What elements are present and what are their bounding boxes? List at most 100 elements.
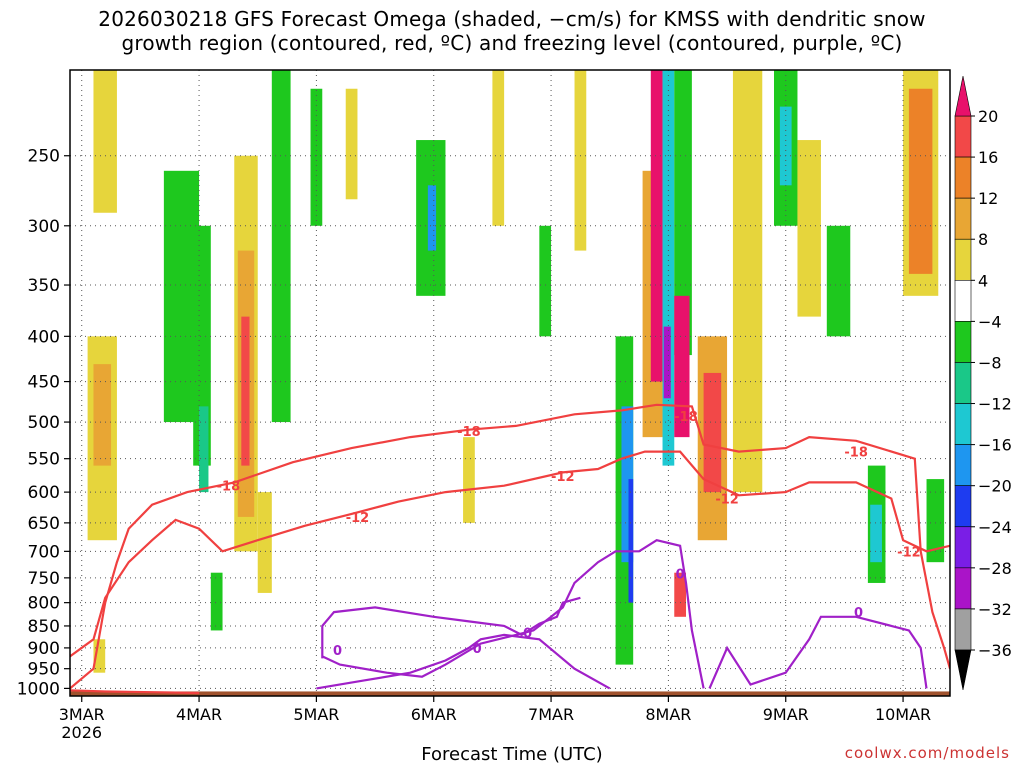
omega-patch xyxy=(674,572,686,617)
colorbar-label: −12 xyxy=(978,395,1012,414)
omega-patch xyxy=(93,639,106,673)
y-tick-label: 1000 xyxy=(17,679,60,699)
x-tick-label: 4MAR xyxy=(176,705,222,724)
contour-label: 0 xyxy=(854,606,863,621)
contour-label: 0 xyxy=(333,644,342,659)
omega-patch xyxy=(492,70,505,226)
colorbar-label: −24 xyxy=(978,518,1012,537)
contour-label: 0 xyxy=(676,568,685,583)
omega-patch xyxy=(732,70,763,493)
colorbar-bin xyxy=(954,197,972,240)
y-tick-label: 300 xyxy=(28,217,60,237)
y-tick-label: 750 xyxy=(28,569,60,589)
colorbar-label: 8 xyxy=(978,230,988,249)
omega-patch xyxy=(870,504,882,563)
freezing-level-contour xyxy=(708,615,928,689)
colorbar-bin xyxy=(954,115,972,158)
omega-patch xyxy=(926,479,945,563)
omega-patch xyxy=(193,225,211,466)
x-tick-label: 6MAR xyxy=(411,705,457,724)
y-tick-label: 850 xyxy=(28,617,60,637)
x-tick-label: 9MAR xyxy=(763,705,809,724)
y-tick-label: 650 xyxy=(28,514,60,534)
omega-patch xyxy=(674,295,690,438)
contour-label: -12 xyxy=(346,511,370,526)
y-tick-label: 550 xyxy=(28,450,60,470)
omega-patch xyxy=(210,572,223,631)
x-tick-label: 5MAR xyxy=(293,705,339,724)
omega-patch xyxy=(621,406,634,563)
colorbar-bin xyxy=(954,567,972,610)
y-tick-label: 600 xyxy=(28,483,60,503)
contour-label: -12 xyxy=(551,470,575,485)
y-tick-label: 400 xyxy=(28,327,60,347)
contour-label: -18 xyxy=(457,425,481,440)
colorbar-bin xyxy=(954,362,972,404)
x-tick-label: 8MAR xyxy=(645,705,691,724)
y-tick-label: 700 xyxy=(28,542,60,562)
contour-label: -18 xyxy=(217,480,241,495)
omega-patch xyxy=(650,70,663,382)
contour-label: -12 xyxy=(715,492,739,507)
omega-patch xyxy=(674,70,692,356)
colorbar-label: −16 xyxy=(978,436,1012,455)
y-tick-label: 950 xyxy=(28,660,60,680)
colorbar-label: 20 xyxy=(978,107,998,126)
contour-label: -12 xyxy=(897,545,921,560)
omega-patch xyxy=(826,225,851,337)
omega-patch xyxy=(574,70,587,251)
y-tick-label: 250 xyxy=(28,147,60,167)
freezing-level-contour xyxy=(321,596,581,659)
colorbar-label: −4 xyxy=(978,312,1002,331)
omega-patch xyxy=(463,437,475,523)
freezing-level-contour xyxy=(316,633,611,690)
y-tick-label: 900 xyxy=(28,639,60,659)
omega-patch xyxy=(93,364,112,466)
omega-patch xyxy=(93,70,117,213)
omega-patch xyxy=(271,70,291,423)
colorbar-bin xyxy=(954,238,972,281)
omega-patch xyxy=(663,326,671,399)
omega-patch xyxy=(241,316,250,466)
freezing-level-contour xyxy=(321,539,705,689)
omega-patch xyxy=(427,185,437,251)
colorbar-top-arrow xyxy=(954,75,972,117)
omega-patch xyxy=(628,479,634,603)
omega-patch xyxy=(310,88,323,226)
colorbar-bin xyxy=(954,403,972,445)
omega-patch xyxy=(797,140,821,317)
x-tick-label: 3MAR xyxy=(59,705,105,724)
plot-frame xyxy=(69,69,951,697)
colorbar-bin xyxy=(954,156,972,199)
omega-patch xyxy=(199,406,209,493)
y-tick-label: 500 xyxy=(28,413,60,433)
omega-patch xyxy=(703,372,722,493)
contour-label: -18 xyxy=(844,446,868,461)
dendritic-contour xyxy=(70,689,200,695)
colorbar-label: 12 xyxy=(978,189,998,208)
colorbar-label: −36 xyxy=(978,641,1012,660)
y-tick-label: 350 xyxy=(28,276,60,296)
colorbar-label: −28 xyxy=(978,559,1012,578)
y-tick-label: 800 xyxy=(28,594,60,614)
colorbar-bin xyxy=(954,485,972,528)
colorbar-bin xyxy=(954,444,972,486)
y-tick-label: 450 xyxy=(28,373,60,393)
colorbar-bin xyxy=(954,280,972,322)
colorbar: 20 16 12 8 4 −4 −8 −12 −16 −20 −24 −28 −32 −36 xyxy=(954,75,1012,691)
colorbar-label: −20 xyxy=(978,477,1012,496)
omega-patch xyxy=(908,88,933,274)
colorbar-bin xyxy=(954,608,972,651)
chart-title-line-1: 2026030218 GFS Forecast Omega (shaded, −… xyxy=(98,7,926,31)
omega-patch xyxy=(539,225,552,337)
grid-layer xyxy=(70,70,950,696)
x-tick-label: 10MAR xyxy=(875,705,931,724)
colorbar-bottom-arrow xyxy=(954,649,972,691)
colorbar-bin xyxy=(954,526,972,569)
dendritic-contour xyxy=(70,403,950,690)
colorbar-label: −32 xyxy=(978,600,1012,619)
omega-shading-layer xyxy=(87,70,945,673)
colorbar-label: 16 xyxy=(978,148,998,167)
contour-label: -18 xyxy=(674,410,698,425)
